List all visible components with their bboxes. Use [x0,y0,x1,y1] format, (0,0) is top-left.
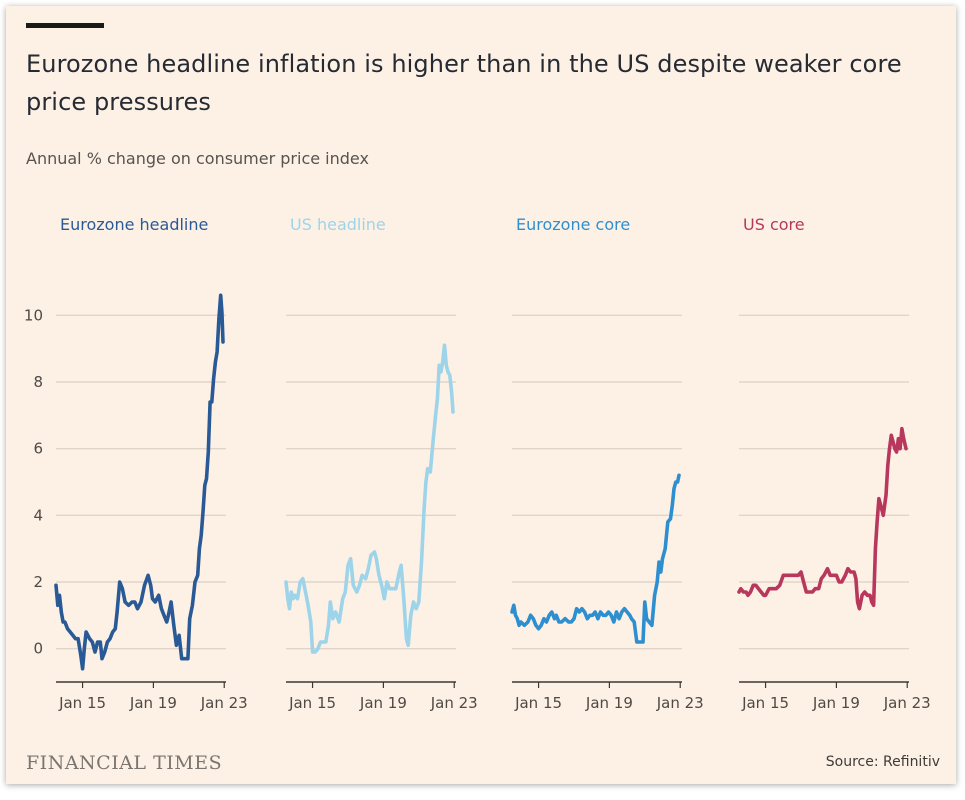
x-tick-label: Jan 15 [288,694,336,712]
panel-title: US headline [290,215,386,234]
y-tick-label: 6 [33,440,43,458]
header-rule [26,23,104,28]
y-tick-label: 10 [24,306,43,324]
y-tick-label: 4 [33,506,43,524]
x-tick-label: Jan 15 [514,694,562,712]
y-axis-labels: 0 2 4 6 8 10 [24,306,43,657]
x-tick-label: Jan 15 [741,694,789,712]
panel-us-core: US core Jan 15 Jan 19 Jan 23 [737,215,931,712]
source-note: Source: Refinitiv [825,754,940,770]
publisher-brand: FINANCIAL TIMES [26,752,223,774]
x-tick-label: Jan 19 [359,694,407,712]
series-line [54,293,225,671]
panel-title: US core [743,215,805,234]
panel-us-headline: US headline Jan 15 Jan 19 Jan 23 [284,215,478,712]
x-tick-label: Jan 19 [129,694,177,712]
y-tick-label: 0 [33,640,43,658]
series-line [284,343,455,654]
y-tick-label: 2 [33,573,43,591]
panel-eurozone-headline: Eurozone headline Jan 15 Jan 19 Jan 23 [54,215,248,712]
series-line [737,426,908,611]
chart-title: Eurozone headline inflation is higher th… [26,50,902,116]
x-tick-label: Jan 19 [585,694,633,712]
x-tick-label: Jan 23 [430,694,478,712]
series-line [510,473,681,644]
small-multiples-chart: 0 2 4 6 8 10 Eurozone headline Jan 15 Jan 19 Jan… [24,215,931,712]
chart-card: Eurozone headline inflation is higher th… [6,6,956,784]
panel-eurozone-core: Eurozone core Jan 15 Jan 19 Jan 23 [510,215,704,712]
panel-title: Eurozone headline [60,215,208,234]
chart-subtitle: Annual % change on consumer price index [26,149,369,168]
panel-title: Eurozone core [516,215,630,234]
x-tick-label: Jan 23 [883,694,931,712]
y-tick-label: 8 [33,373,43,391]
x-tick-label: Jan 15 [58,694,106,712]
x-tick-label: Jan 23 [200,694,248,712]
x-tick-label: Jan 19 [812,694,860,712]
x-tick-label: Jan 23 [656,694,704,712]
